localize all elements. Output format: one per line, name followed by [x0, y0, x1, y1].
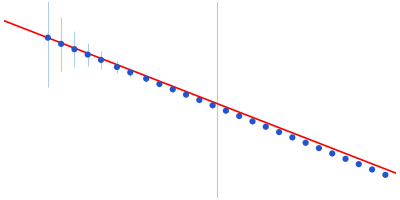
Point — [223, 109, 229, 112]
Point — [382, 173, 388, 176]
Point — [196, 98, 202, 102]
Point — [114, 65, 120, 69]
Point — [369, 168, 375, 171]
Point — [302, 141, 309, 144]
Point — [84, 53, 91, 56]
Point — [45, 36, 51, 39]
Point — [289, 136, 296, 139]
Point — [98, 58, 104, 62]
Point — [58, 42, 64, 45]
Point — [329, 152, 336, 155]
Point — [143, 77, 149, 80]
Point — [356, 163, 362, 166]
Point — [183, 93, 189, 96]
Point — [316, 147, 322, 150]
Point — [170, 88, 176, 91]
Point — [342, 157, 349, 160]
Point — [249, 120, 256, 123]
Point — [236, 114, 242, 118]
Point — [262, 125, 269, 128]
Point — [210, 104, 216, 107]
Point — [127, 71, 134, 74]
Point — [71, 48, 78, 51]
Point — [276, 130, 282, 134]
Point — [156, 82, 163, 86]
